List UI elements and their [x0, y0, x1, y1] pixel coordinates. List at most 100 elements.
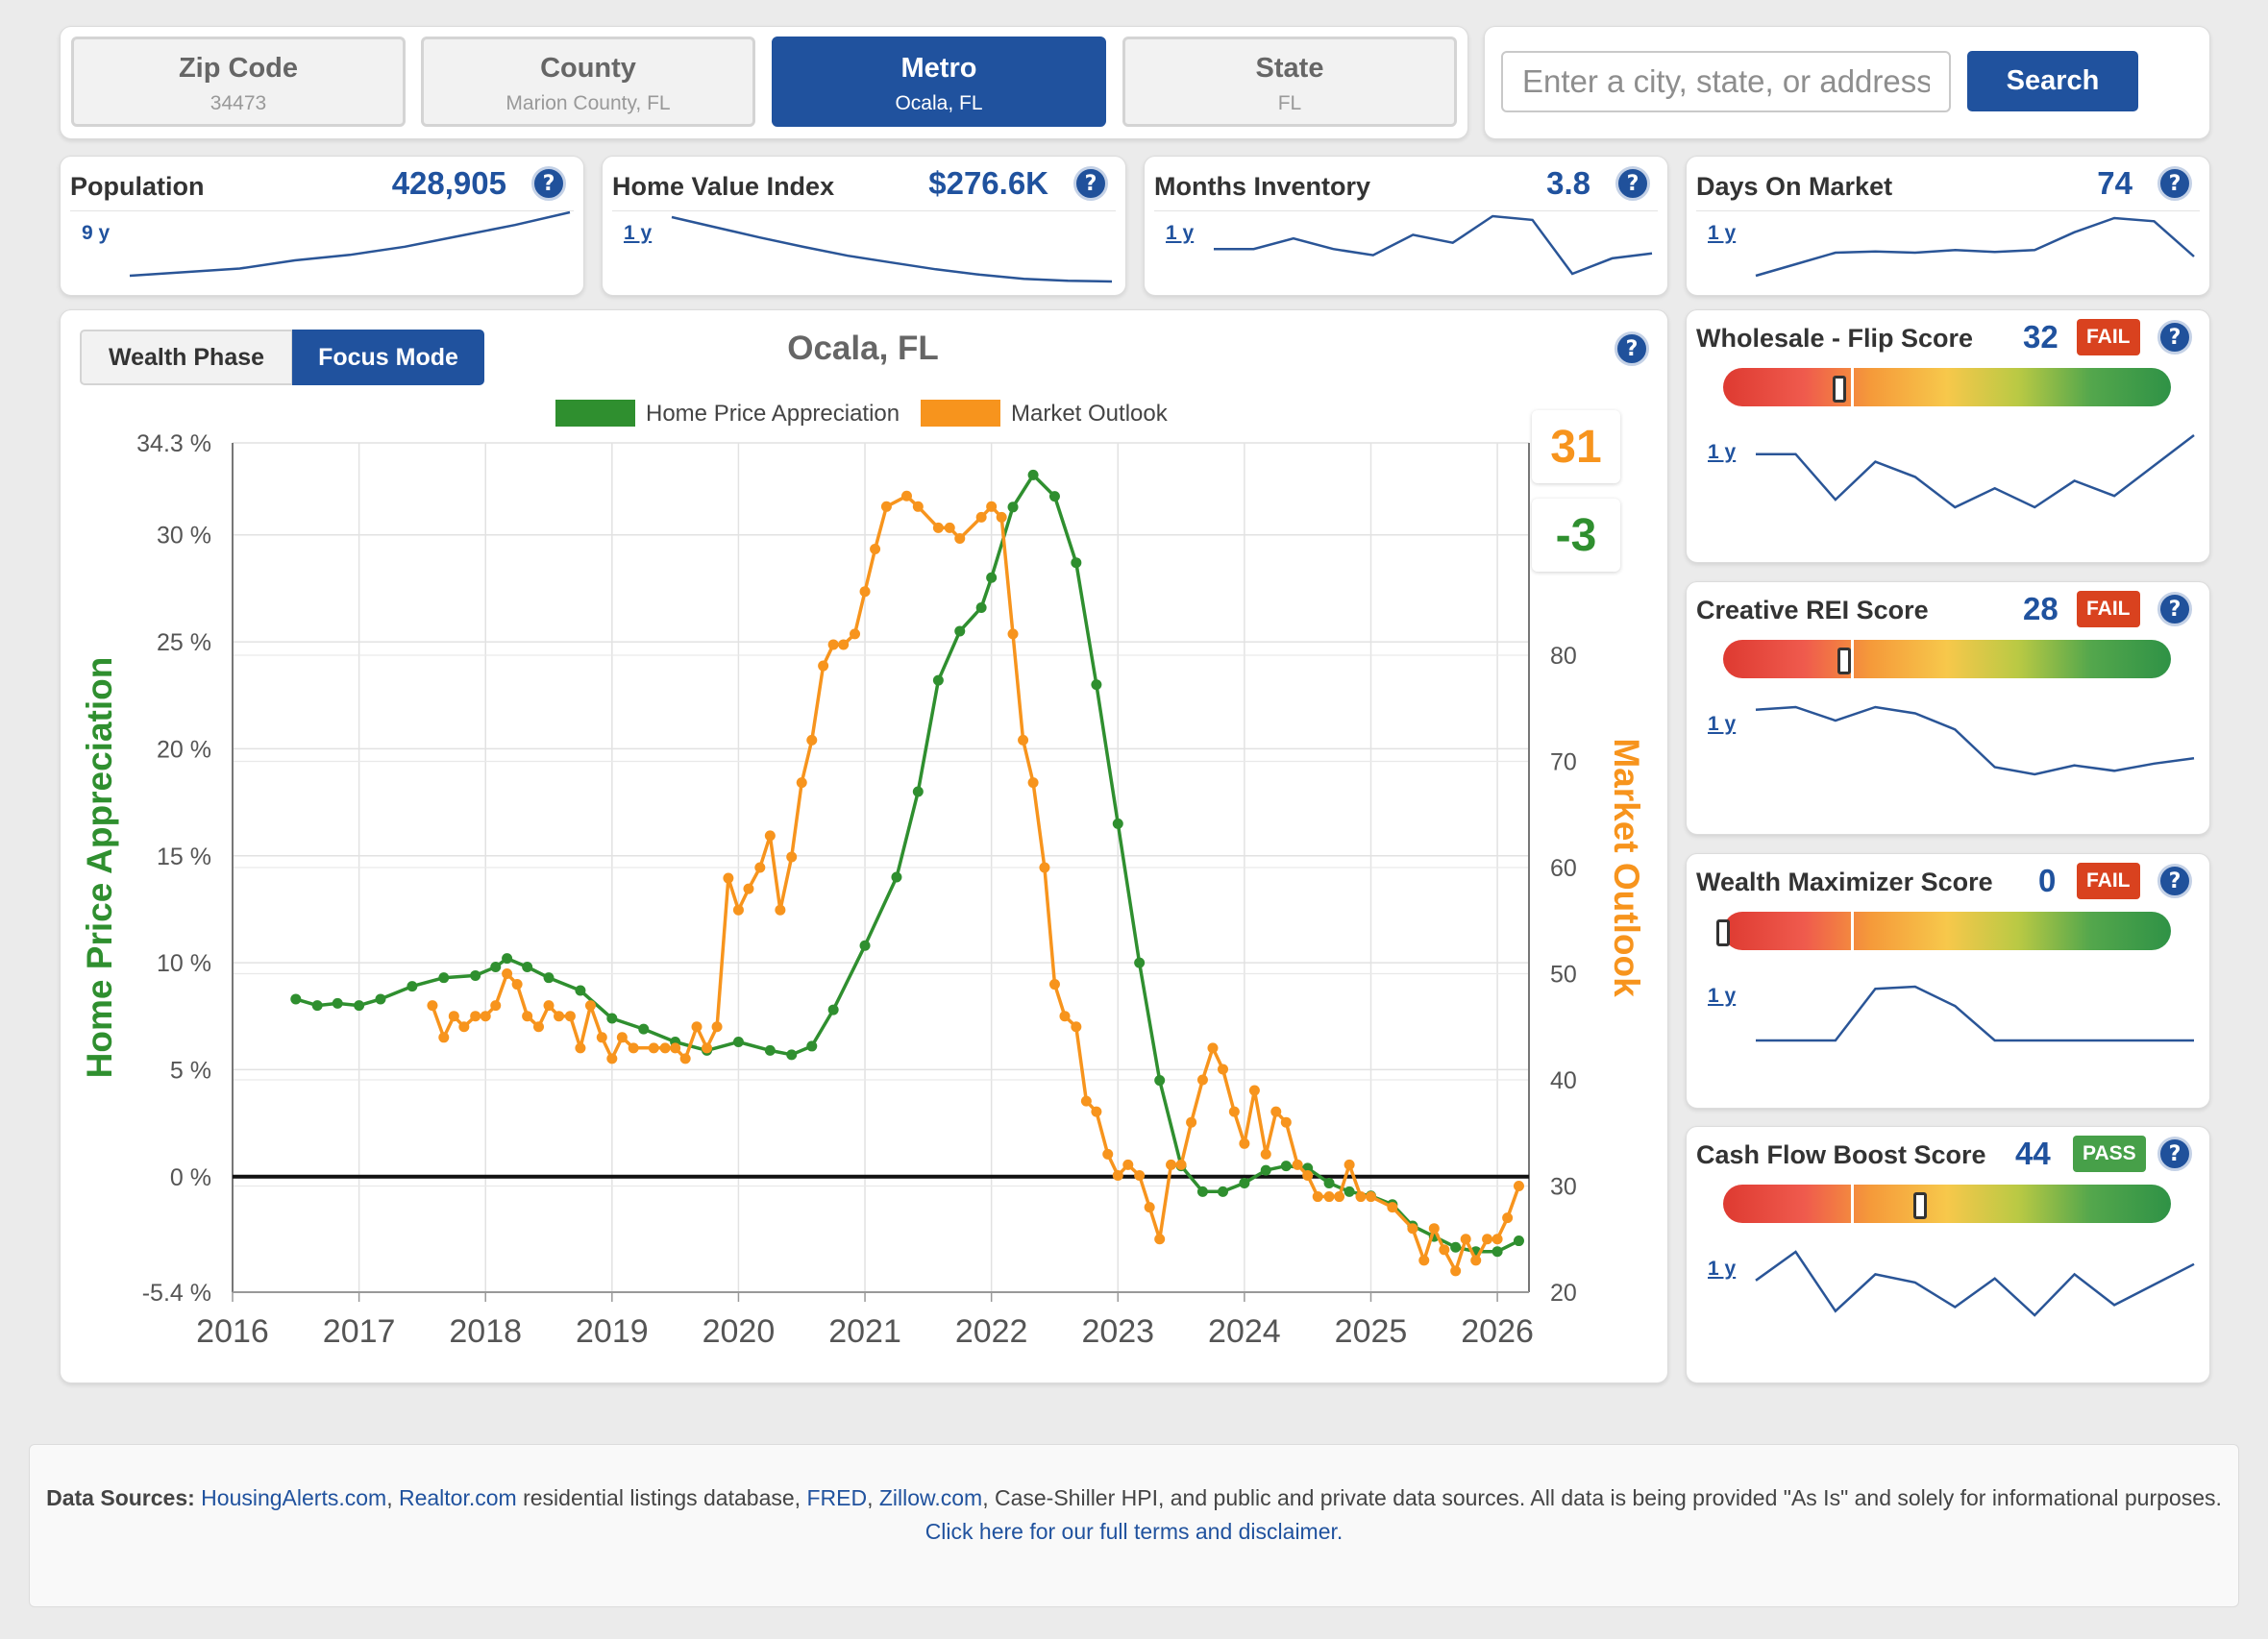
tab-zip-code[interactable]: Zip Code 34473 [71, 37, 406, 127]
market-outlook-score-box: 31 [1532, 410, 1620, 483]
period-link[interactable]: 1 y [1708, 222, 1737, 244]
status-badge: PASS [2073, 1136, 2146, 1172]
zillow-link[interactable]: Zillow.com [878, 1485, 983, 1510]
appreciation-score-box: -3 [1532, 499, 1620, 572]
period-link[interactable]: 1 y [1166, 222, 1195, 244]
sparkline-path [129, 210, 571, 278]
sparkline-path [1214, 214, 1653, 276]
score-card-cash-flow-boost: Cash Flow Boost Score 44 PASS ? 1 y [1686, 1126, 2210, 1383]
sparkline-path [1755, 705, 2195, 776]
period-link[interactable]: 1 y [1708, 713, 1737, 735]
status-badge: FAIL [2077, 319, 2140, 355]
focus-mode-button[interactable]: Focus Mode [292, 330, 484, 385]
score-card-creative-rei: Creative REI Score 28 FAIL ? 1 y [1686, 581, 2210, 835]
score-title: Wealth Maximizer Score [1696, 868, 1993, 896]
search-input[interactable] [1501, 51, 1951, 112]
score-gauge [1716, 912, 2171, 950]
gauge-divider [1851, 368, 1854, 406]
tab-sub: Marion County, FL [505, 92, 671, 114]
help-icon[interactable]: ? [531, 166, 566, 201]
divider [1154, 210, 1658, 211]
gauge-divider [1851, 1185, 1854, 1223]
gauge-marker [1837, 648, 1851, 674]
score-value: 44 [2015, 1136, 2051, 1171]
tab-label: Metro [900, 53, 977, 84]
help-icon[interactable]: ? [2157, 166, 2192, 201]
gauge-marker [1913, 1192, 1928, 1219]
sources-text: residential listings database, [516, 1485, 807, 1510]
tab-metro[interactable]: Metro Ocala, FL [772, 37, 1106, 127]
metric-title: Days On Market [1696, 172, 1893, 201]
data-sources-line: Data Sources: HousingAlerts.com, Realtor… [30, 1485, 2238, 1511]
score-gauge [1723, 1185, 2171, 1223]
divider [1696, 210, 2200, 211]
metric-card-home-value-index: Home Value Index $276.6K ? 1 y [602, 156, 1126, 296]
main-chart-card [60, 309, 1668, 1383]
sparkline-wholesale-flip [1756, 434, 2195, 509]
score-card-wealth-maximizer: Wealth Maximizer Score 0 FAIL ? 1 y [1686, 853, 2210, 1109]
chart-help-icon[interactable]: ? [1615, 331, 1649, 366]
period-link[interactable]: 1 y [1708, 1258, 1737, 1280]
score-gauge [1723, 368, 2171, 406]
divider [70, 210, 574, 211]
metric-card-months-inventory: Months Inventory 3.8 ? 1 y [1144, 156, 1668, 296]
help-icon[interactable]: ? [1073, 166, 1108, 201]
data-sources-label: Data Sources: [46, 1485, 195, 1510]
gauge-marker [1833, 376, 1847, 403]
status-badge: FAIL [2077, 591, 2140, 627]
sparkline-days-on-market [1755, 216, 2195, 278]
tab-sub: FL [1277, 92, 1302, 114]
sparkline-cash-flow-boost [1755, 1250, 2195, 1317]
metric-card-days-on-market: Days On Market 74 ? 1 y [1686, 156, 2210, 296]
search-button[interactable]: Search [1967, 51, 2138, 111]
metric-title: Months Inventory [1154, 172, 1371, 201]
help-icon[interactable]: ? [1615, 166, 1650, 201]
metric-value: 3.8 [1546, 165, 1590, 201]
terms-link[interactable]: Click here for our full terms and discla… [924, 1519, 1344, 1544]
sparkline-home-value [671, 215, 1113, 283]
disclaimer-text: , Case-Shiller HPI, and public and priva… [982, 1485, 2222, 1510]
gauge-divider [1851, 640, 1854, 678]
help-icon[interactable]: ? [2157, 1137, 2192, 1171]
score-title: Wholesale - Flip Score [1696, 324, 1974, 353]
realtor-link[interactable]: Realtor.com [398, 1485, 517, 1510]
score-value: 0 [2038, 863, 2057, 898]
gauge-marker [1716, 919, 1730, 946]
terms-line: Click here for our full terms and discla… [30, 1519, 2238, 1545]
score-title: Cash Flow Boost Score [1696, 1140, 1986, 1169]
gauge-divider [1851, 912, 1854, 950]
help-icon[interactable]: ? [2157, 592, 2192, 626]
period-link[interactable]: 1 y [624, 222, 653, 244]
score-card-wholesale-flip: Wholesale - Flip Score 32 FAIL ? 1 y [1686, 309, 2210, 563]
score-value: 28 [2023, 591, 2058, 626]
wealth-phase-button[interactable]: Wealth Phase [80, 330, 293, 385]
tab-sub: Ocala, FL [895, 92, 983, 114]
tab-label: Zip Code [178, 53, 299, 84]
housingalerts-link[interactable]: HousingAlerts.com [201, 1485, 387, 1510]
score-gauge [1723, 640, 2171, 678]
sparkline-path [1756, 434, 2195, 509]
sparkline-months-inventory [1214, 214, 1653, 276]
help-icon[interactable]: ? [2157, 864, 2192, 898]
metric-value: 428,905 [391, 165, 506, 201]
period-link[interactable]: 9 y [82, 222, 111, 244]
metric-value: 74 [2097, 165, 2132, 201]
status-badge: FAIL [2077, 863, 2140, 899]
score-value: 32 [2023, 319, 2058, 355]
help-icon[interactable]: ? [2157, 320, 2192, 355]
sparkline-population [129, 210, 571, 278]
tab-label: State [1255, 53, 1324, 84]
score-title: Creative REI Score [1696, 596, 1929, 624]
divider [612, 210, 1116, 211]
metric-title: Home Value Index [612, 172, 835, 201]
period-link[interactable]: 1 y [1708, 441, 1737, 463]
metric-card-population: Population 428,905 ? 9 y [60, 156, 584, 296]
sparkline-path [1755, 216, 2195, 278]
tab-state[interactable]: State FL [1122, 37, 1457, 127]
period-link[interactable]: 1 y [1708, 985, 1737, 1007]
fred-link[interactable]: FRED [806, 1485, 868, 1510]
tab-label: County [540, 53, 636, 84]
tab-county[interactable]: County Marion County, FL [421, 37, 755, 127]
metric-title: Population [70, 172, 205, 201]
data-sources-footer: Data Sources: HousingAlerts.com, Realtor… [29, 1444, 2239, 1607]
